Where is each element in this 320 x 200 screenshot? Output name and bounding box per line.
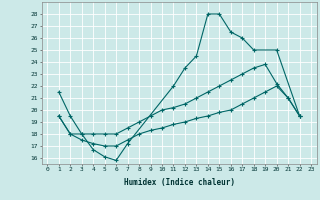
X-axis label: Humidex (Indice chaleur): Humidex (Indice chaleur) bbox=[124, 178, 235, 187]
